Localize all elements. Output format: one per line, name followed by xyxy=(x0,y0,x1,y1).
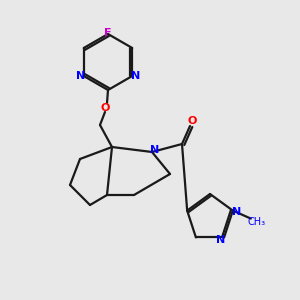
Text: N: N xyxy=(150,145,160,155)
Text: CH₃: CH₃ xyxy=(248,217,266,226)
Text: N: N xyxy=(130,71,140,81)
Text: N: N xyxy=(217,236,226,245)
Text: O: O xyxy=(187,116,197,126)
Text: N: N xyxy=(76,71,86,81)
Text: F: F xyxy=(104,28,112,38)
Text: N: N xyxy=(232,207,242,217)
Text: O: O xyxy=(100,103,110,113)
